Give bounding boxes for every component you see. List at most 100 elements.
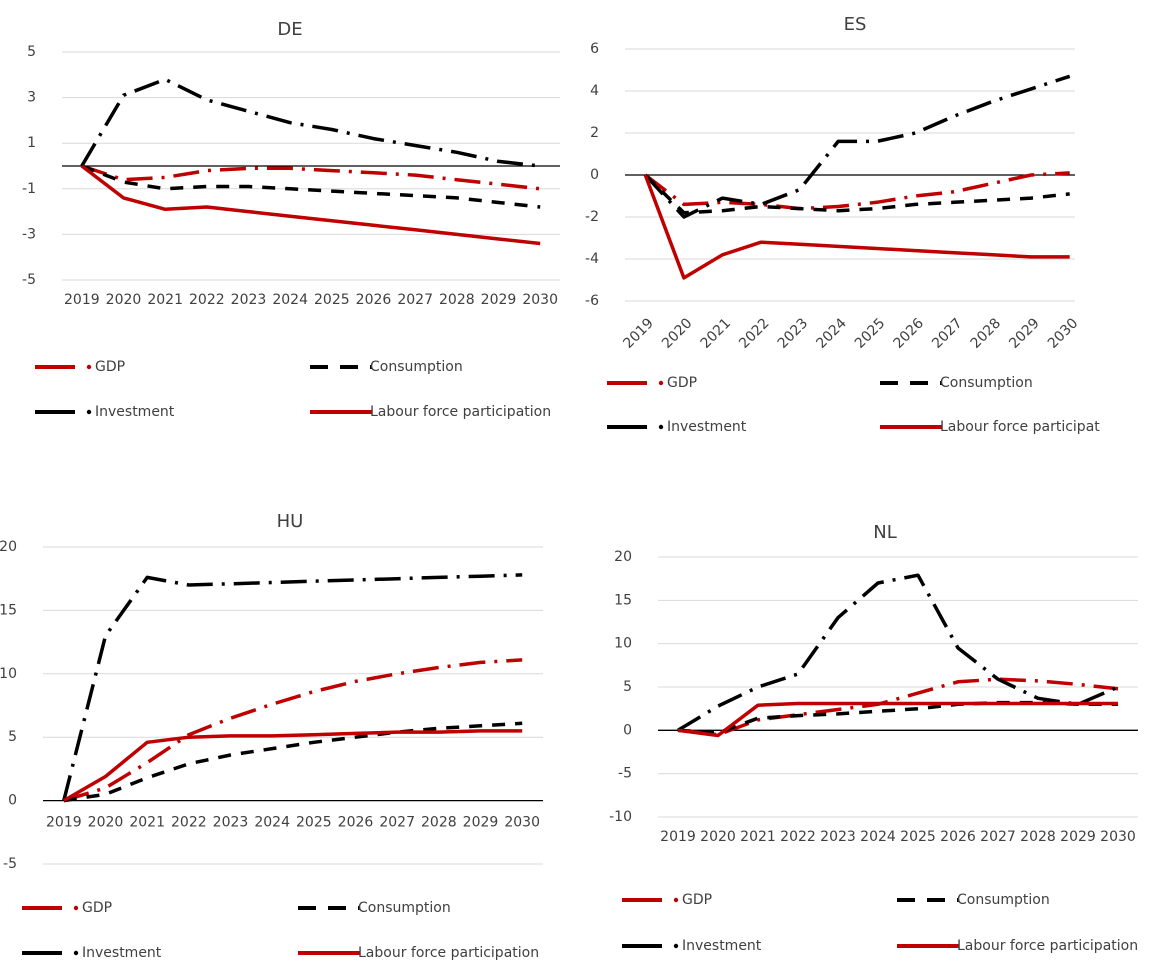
series-line [63,658,523,803]
x-tick-label: 2028 [421,815,457,831]
y-tick-label: -2 [585,209,599,225]
x-tick-label: 2027 [397,292,433,308]
legend-swatch-dot [658,424,664,430]
legend-entry: Investment [622,938,762,954]
y-tick-label: 0 [623,722,632,738]
x-tick-label: 2023 [820,829,856,845]
x-tick-label: 2028 [439,292,475,308]
legend-swatch-dot [658,380,664,386]
legend-entry: Consumption [298,900,451,916]
legend-label: Labour force participation [957,938,1138,954]
legend-entry: GDP [607,375,697,391]
x-tick-label: 2027 [929,315,966,352]
x-tick-label: 2019 [46,815,82,831]
x-tick-label: 2029 [1006,315,1043,352]
y-tick-label: 0 [590,167,599,183]
y-tick-label: -5 [618,766,632,782]
y-tick-label: -1 [22,181,36,197]
y-tick-label: 5 [8,729,17,745]
series-line [62,573,523,802]
series-line [644,173,1070,215]
chart-title: DE [277,19,302,40]
legend-label: Investment [82,945,162,961]
x-tick-label: 2030 [1045,315,1082,352]
legend-entry: Labour force participation [310,404,551,420]
y-tick-label: 2 [590,125,599,141]
series-line [643,174,1070,280]
legend-label: Consumption [358,900,451,916]
x-tick-label: 2023 [231,292,267,308]
y-tick-label: 5 [27,44,36,60]
y-tick-label: 15 [614,592,632,608]
x-tick-label: 2026 [891,315,928,352]
x-tick-label: 2022 [780,829,816,845]
x-tick-label: 2026 [940,829,976,845]
x-tick-label: 2022 [736,315,773,352]
y-tick-label: 0 [8,793,17,809]
legend-entry: Labour force participat [880,419,1100,435]
x-tick-label: 2022 [171,815,207,831]
x-tick-label: 2026 [338,815,374,831]
x-tick-label: 2030 [1100,829,1136,845]
x-tick-label: 2021 [698,315,735,352]
series-line [80,164,541,246]
y-tick-label: 6 [590,41,599,57]
series-line [677,677,1119,737]
x-tick-label: 2024 [813,315,850,352]
legend-swatch-dot [673,943,679,949]
legend-label: GDP [667,375,697,391]
x-tick-label: 2019 [64,292,100,308]
legend-label: Labour force participat [940,419,1100,435]
legend-entry: Labour force participation [298,945,539,961]
x-tick-label: 2024 [254,815,290,831]
x-tick-label: 2023 [213,815,249,831]
series-line [63,721,523,803]
series-line [677,573,1119,732]
series-line [677,701,1118,738]
legend-entry: GDP [35,359,125,375]
x-tick-label: 2024 [272,292,308,308]
x-tick-label: 2023 [775,315,812,352]
legend-label: GDP [82,900,112,916]
legend-entry: Consumption [897,892,1050,908]
x-tick-label: 2029 [1060,829,1096,845]
x-tick-label: 2024 [860,829,896,845]
legend-swatch-dot [73,950,79,956]
series-line [644,74,1071,219]
y-tick-label: 20 [0,539,17,555]
y-tick-label: -10 [609,809,632,825]
y-tick-label: -4 [585,251,599,267]
legend-swatch-dot [673,897,679,903]
y-tick-label: 3 [27,90,36,106]
y-tick-label: 5 [623,679,632,695]
legend-entry: GDP [622,892,712,908]
x-tick-label: 2021 [147,292,183,308]
legend-entry: Labour force participation [897,938,1138,954]
x-tick-label: 2021 [129,815,165,831]
chart-title: ES [844,14,867,35]
x-tick-label: 2019 [660,829,696,845]
legend-entry: Investment [22,945,162,961]
legend-entry: Investment [607,419,747,435]
y-tick-label: 10 [0,666,17,682]
x-tick-label: 2029 [463,815,499,831]
series-line [80,77,541,168]
x-tick-label: 2020 [700,829,736,845]
legend-swatch-dot [86,409,92,415]
y-tick-label: 20 [614,549,632,565]
x-tick-label: 2030 [522,292,558,308]
x-tick-label: 2030 [504,815,540,831]
legend-label: Consumption [957,892,1050,908]
legend-label: Investment [682,938,762,954]
x-tick-label: 2020 [659,315,696,352]
chart-title: HU [277,511,304,532]
y-tick-label: 4 [590,83,599,99]
legend-entry: Investment [35,404,175,420]
x-tick-label: 2025 [296,815,332,831]
x-tick-label: 2026 [356,292,392,308]
legend-entry: Consumption [310,359,463,375]
legend-label: Investment [95,404,175,420]
y-tick-label: -6 [585,293,599,309]
legend-swatch-dot [86,364,92,370]
